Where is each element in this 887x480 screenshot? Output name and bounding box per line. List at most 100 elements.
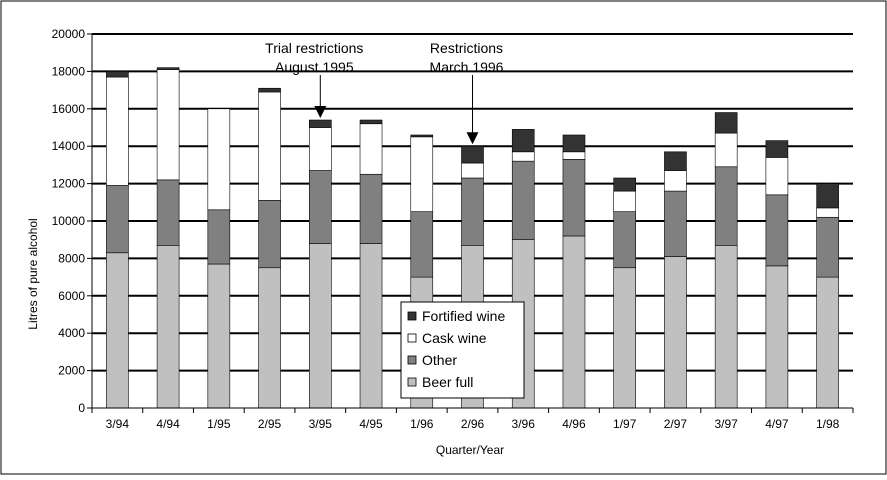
bar-segment-cask-wine xyxy=(156,69,180,181)
bar-segment-fortified-wine xyxy=(258,87,281,93)
y-tick-label: 16000 xyxy=(52,102,86,116)
axes: 0 2000 4000 6000 8000 10000 12000 14000 16000 180… xyxy=(52,27,854,431)
x-tick-label: 2/96 xyxy=(461,417,485,431)
bar-segment-beer-full xyxy=(664,256,687,409)
bar-segment-other xyxy=(613,211,637,269)
x-tick-label: 1/95 xyxy=(207,417,231,431)
legend-box xyxy=(400,301,525,399)
bar-segment-cask-wine xyxy=(106,76,129,186)
bar-segment-fortified-wine xyxy=(359,119,383,125)
x-tick-label: 4/97 xyxy=(765,417,789,431)
bar-segment-cask-wine xyxy=(664,170,687,192)
annotation-label: Trial restrictions xyxy=(265,40,363,56)
bar-segment-beer-full xyxy=(106,252,129,409)
bar-segment-beer-full xyxy=(562,235,586,409)
y-tick-label: 4000 xyxy=(58,326,85,340)
y-tick-label: 18000 xyxy=(52,64,86,78)
bar-segment-other xyxy=(258,200,281,269)
bar-segment-other xyxy=(156,179,180,246)
bar-segment-other xyxy=(207,209,231,265)
x-tick-label: 1/96 xyxy=(410,417,434,431)
legend-swatch xyxy=(407,377,417,387)
bar-segment-cask-wine xyxy=(207,108,231,211)
bar-segment-other xyxy=(714,166,738,246)
bar-segment-beer-full xyxy=(258,267,281,409)
bar-segment-cask-wine xyxy=(258,91,281,201)
bar-segment-beer-full xyxy=(156,245,180,409)
legend-label: Other xyxy=(422,352,457,368)
bar-segment-beer-full xyxy=(714,245,738,409)
y-tick-label: 8000 xyxy=(58,251,85,265)
bar-segment-fortified-wine xyxy=(562,134,586,153)
bar-segment-cask-wine xyxy=(765,157,789,196)
bar-segment-other xyxy=(816,216,839,278)
bar-segment-other xyxy=(562,158,586,237)
y-tick-label: 14000 xyxy=(52,139,86,153)
bar-segment-other xyxy=(308,170,332,244)
x-tick-label: 4/96 xyxy=(562,417,586,431)
bar-segment-cask-wine xyxy=(359,123,383,175)
y-tick-label: 12000 xyxy=(52,177,86,191)
x-tick-label: 1/98 xyxy=(816,417,840,431)
x-tick-label: 3/96 xyxy=(512,417,536,431)
bar-segment-fortified-wine xyxy=(106,71,129,78)
x-tick-label: 4/95 xyxy=(359,417,383,431)
bar-segment-other xyxy=(461,177,484,246)
x-tick-label: 1/97 xyxy=(613,417,637,431)
annotations: Trial restrictions August 1995 Restriction… xyxy=(265,40,504,145)
bar-segment-fortified-wine xyxy=(461,145,484,164)
bar-segment-beer-full xyxy=(207,263,231,409)
bar-segment-cask-wine xyxy=(613,190,637,212)
legend-label: Beer full xyxy=(422,374,473,390)
bar-segment-other xyxy=(106,185,129,254)
legend: Fortified wine Cask wine Other Beer full xyxy=(400,301,525,399)
legend-swatch xyxy=(407,311,417,321)
bar-segment-cask-wine xyxy=(562,151,586,160)
y-tick-label: 10000 xyxy=(52,214,86,228)
annotation-label: March 1996 xyxy=(430,59,504,75)
legend-swatch xyxy=(407,333,417,343)
bar-segment-beer-full xyxy=(613,267,637,409)
y-axis-title: Litres of pure alcohol xyxy=(26,218,40,329)
bar-segment-other xyxy=(410,211,434,278)
bar-segment-other xyxy=(511,160,535,241)
bar-segment-fortified-wine xyxy=(308,119,332,128)
annotation-arrowhead xyxy=(314,106,327,119)
bar-segment-fortified-wine xyxy=(613,177,637,192)
x-axis-title: Quarter/Year xyxy=(436,443,504,457)
y-tick-label: 2000 xyxy=(58,364,85,378)
bar-segment-beer-full xyxy=(816,276,839,409)
x-tick-label: 3/97 xyxy=(714,417,738,431)
bar-segment-cask-wine xyxy=(714,132,738,168)
bar-segment-fortified-wine xyxy=(765,140,789,158)
bar-segment-fortified-wine xyxy=(816,183,839,209)
bar-segment-cask-wine xyxy=(461,162,484,179)
bar-segment-cask-wine xyxy=(410,136,434,212)
y-tick-label: 20000 xyxy=(52,27,86,41)
bar-segment-cask-wine xyxy=(816,207,839,218)
annotation-label: August 1995 xyxy=(275,59,354,75)
bar-segment-fortified-wine xyxy=(410,134,434,138)
bar-segment-beer-full xyxy=(308,243,332,409)
x-tick-label: 3/94 xyxy=(106,417,130,431)
bar-segment-other xyxy=(664,190,687,257)
bar-segment-beer-full xyxy=(359,243,383,409)
legend-label: Cask wine xyxy=(422,330,487,346)
x-tick-label: 2/95 xyxy=(258,417,282,431)
legend-swatch xyxy=(407,355,417,365)
legend-label: Fortified wine xyxy=(422,308,505,324)
bar-segment-other xyxy=(359,173,383,244)
bar-segment-cask-wine xyxy=(511,151,535,162)
y-tick-label: 0 xyxy=(78,401,85,415)
bar-segment-fortified-wine xyxy=(664,151,687,171)
bar-segment-beer-full xyxy=(765,265,789,409)
bar-segment-cask-wine xyxy=(308,127,332,171)
y-tick-label: 6000 xyxy=(58,289,85,303)
x-tick-label: 4/94 xyxy=(156,417,180,431)
annotation-label: Restrictions xyxy=(430,40,503,56)
annotation-arrowhead xyxy=(466,132,479,145)
bar-segment-fortified-wine xyxy=(511,129,535,153)
bar-segment-fortified-wine xyxy=(156,67,180,70)
